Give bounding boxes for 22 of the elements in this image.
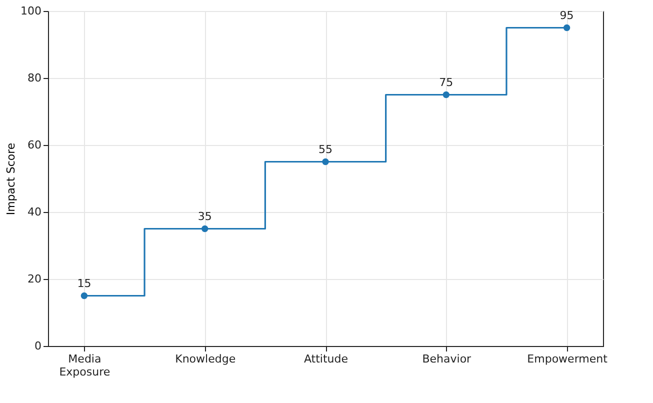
data-label: 35 [198, 210, 212, 223]
x-tick-label: Empowerment [527, 352, 608, 366]
y-tick-label: 20 [28, 272, 42, 286]
y-tick-label: 100 [20, 4, 42, 18]
point [563, 24, 570, 32]
y-axis-title: Impact Score [4, 142, 18, 216]
y-tick-label: 40 [28, 206, 42, 218]
data-label: 15 [77, 276, 92, 290]
point [201, 225, 208, 232]
point [442, 91, 450, 98]
point [80, 292, 88, 300]
point [322, 158, 329, 166]
y-tick-label: 60 [28, 138, 42, 152]
x-tick-label: Knowledge [175, 352, 236, 366]
data-label: 95 [560, 8, 574, 22]
data-label: 55 [318, 142, 332, 156]
x-tick-label: Behavior [422, 352, 472, 366]
y-tick-label: 80 [28, 72, 42, 84]
x-tick-label: Media Exposure [59, 352, 110, 378]
data-label: 75 [439, 76, 454, 89]
x-tick-label: Attitude [304, 352, 348, 366]
y-tick-label: 0 [34, 340, 42, 352]
